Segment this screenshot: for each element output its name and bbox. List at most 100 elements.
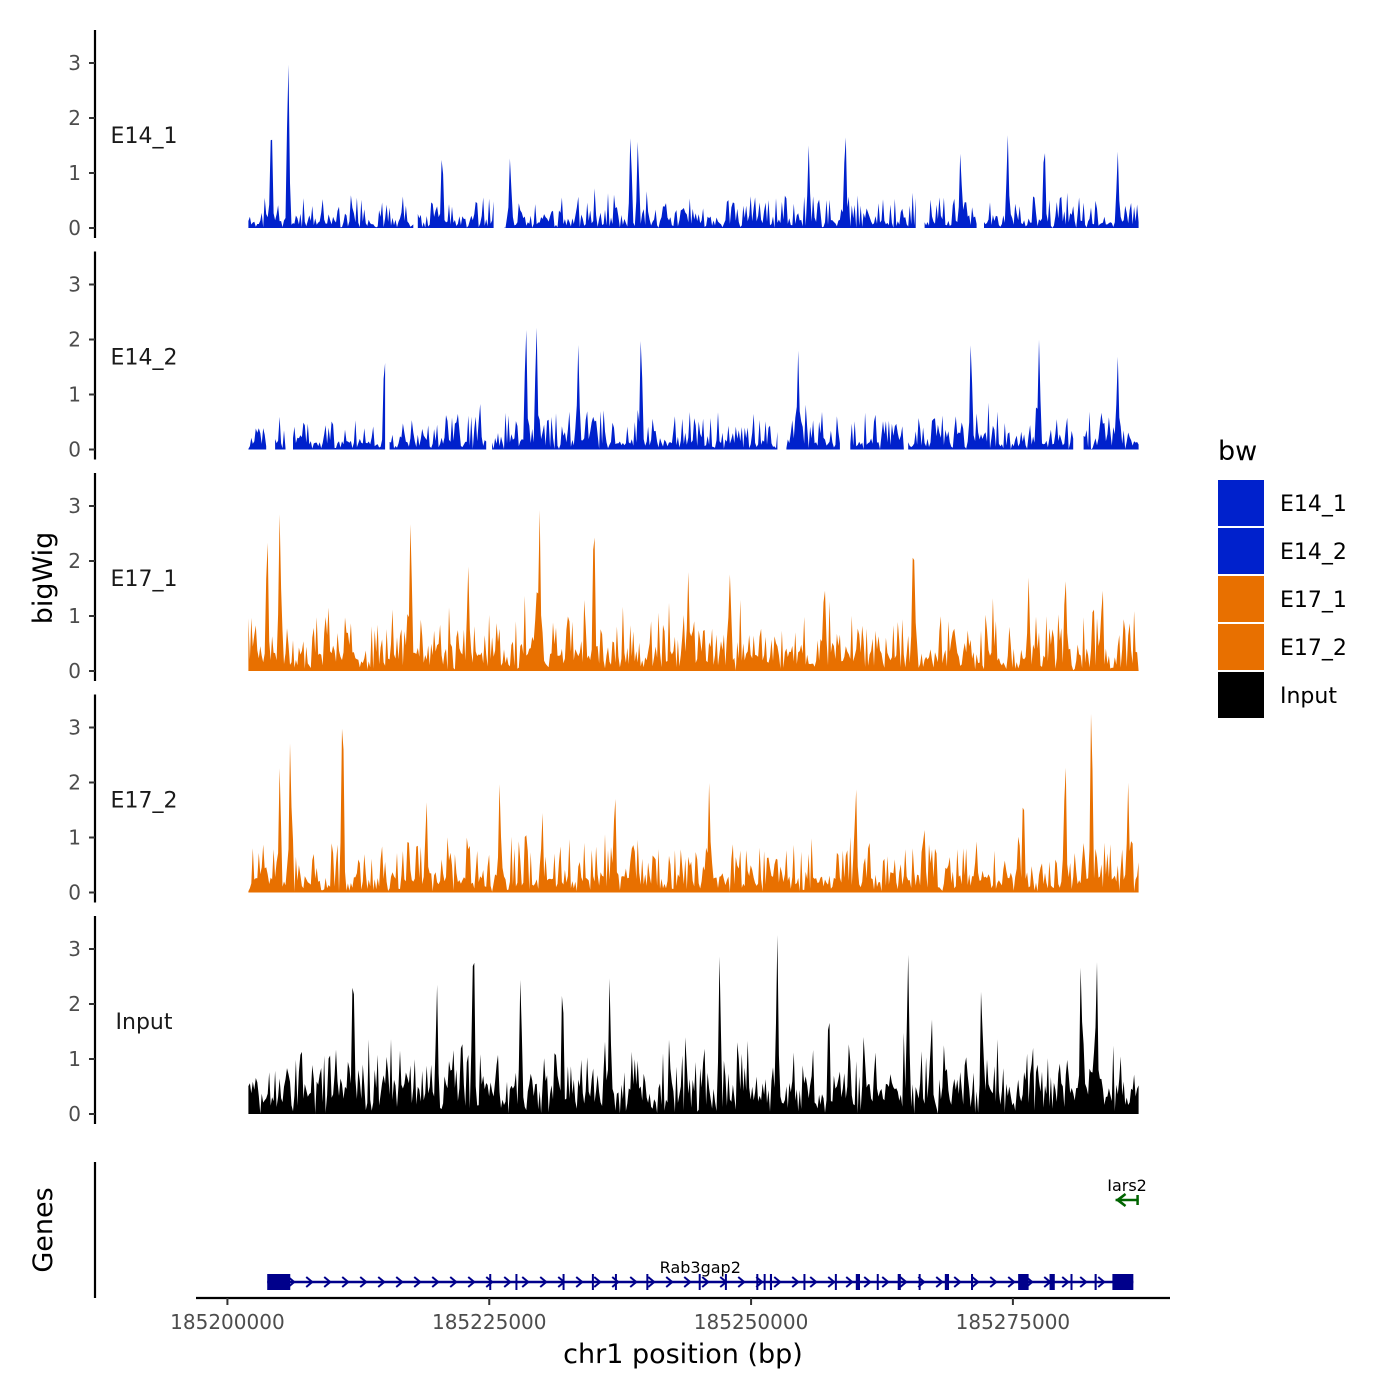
exon [769, 1274, 773, 1290]
strand-chevron [305, 1276, 314, 1288]
strand-chevron [845, 1276, 854, 1288]
strand-chevron [359, 1276, 368, 1288]
gene-Iars2: Iars2 [1107, 1176, 1147, 1207]
y-tick-label: 1 [68, 383, 81, 407]
strand-chevron [341, 1276, 350, 1288]
exon [515, 1274, 518, 1290]
legend-swatch [1218, 576, 1264, 622]
y-tick-label: 2 [68, 106, 81, 130]
exon [1070, 1274, 1073, 1290]
legend-label: Input [1280, 684, 1337, 709]
bigwig-tracks: 0 1 2 3 E14_1 0 1 2 3 E14_2 0 1 2 3 E17_1 0 1 2 3 E17_2 0 1 2 3… [68, 30, 1139, 1126]
strand-chevron [881, 1276, 890, 1288]
legend-item-E17_2: E17_2 [1218, 624, 1347, 670]
strand-chevron [1097, 1276, 1106, 1288]
legend-label: E14_1 [1280, 492, 1347, 517]
strand-chevron [809, 1276, 818, 1288]
x-tick-label: 185275000 [956, 1310, 1071, 1334]
y-tick-label: 2 [68, 771, 81, 795]
legend-label: E17_1 [1280, 588, 1347, 613]
strand-chevron [647, 1276, 656, 1288]
y-tick-label: 1 [68, 826, 81, 850]
y-tick-label: 3 [68, 273, 81, 297]
exon [918, 1274, 921, 1290]
y-tick-label: 0 [68, 1102, 81, 1126]
y-tick-label: 3 [68, 716, 81, 740]
strand-chevron [395, 1276, 404, 1288]
strand-chevron [827, 1276, 836, 1288]
gene-Rab3gap2: Rab3gap2 [267, 1258, 1134, 1290]
legend-item-E17_1: E17_1 [1218, 576, 1347, 622]
y-tick-label: 0 [68, 881, 81, 905]
strand-arrow [1116, 1193, 1139, 1207]
exon [876, 1274, 879, 1290]
strand-chevron [611, 1276, 620, 1288]
exon [614, 1274, 617, 1290]
strand-chevron [521, 1276, 530, 1288]
strand-chevron [1007, 1276, 1016, 1288]
y-tick-label: 1 [68, 1047, 81, 1071]
strand-chevron [593, 1276, 602, 1288]
exon [855, 1274, 860, 1290]
strand-chevron [791, 1276, 800, 1288]
strand-chevron [989, 1276, 998, 1288]
y-tick-label: 3 [68, 937, 81, 961]
strand-chevron [539, 1276, 548, 1288]
signal-area-Input [248, 935, 1139, 1114]
y-tick-label: 2 [68, 328, 81, 352]
legend-item-Input: Input [1218, 672, 1337, 718]
strand-chevron [413, 1276, 422, 1288]
exon [897, 1274, 901, 1290]
strand-chevron [1061, 1276, 1070, 1288]
legend-item-E14_1: E14_1 [1218, 480, 1347, 526]
track-label: E17_2 [111, 789, 178, 814]
y-tick-label: 3 [68, 494, 81, 518]
strand-chevron [935, 1276, 944, 1288]
track-Input: 0 1 2 3 Input [68, 916, 1139, 1126]
legend-swatch [1218, 624, 1264, 670]
legend-title: bw [1218, 436, 1257, 467]
legend-swatch [1218, 480, 1264, 526]
gene-panel-title: Genes [28, 1187, 59, 1272]
strand-chevron [665, 1276, 674, 1288]
strand-chevron [323, 1276, 332, 1288]
y-tick-label: 0 [68, 659, 81, 683]
gene-panel: Genes Rab3gap2 Iars2 185200000 185225000 18… [28, 1162, 1170, 1334]
exon [698, 1274, 701, 1290]
track-E17_2: 0 1 2 3 E17_2 [68, 694, 1139, 905]
exon [562, 1274, 565, 1290]
y-tick-label: 1 [68, 604, 81, 628]
exon [763, 1274, 766, 1290]
y-tick-label: 0 [68, 438, 81, 462]
x-tick-label: 185200000 [170, 1310, 285, 1334]
legend-item-E14_2: E14_2 [1218, 528, 1347, 574]
exon [971, 1274, 974, 1290]
strand-chevron [467, 1276, 476, 1288]
strand-chevron [503, 1276, 512, 1288]
exon [591, 1274, 594, 1290]
x-tick-label: 185225000 [432, 1310, 547, 1334]
strand-chevron [899, 1276, 908, 1288]
strand-chevron [377, 1276, 386, 1288]
gene-label: Rab3gap2 [660, 1258, 741, 1277]
exon [724, 1274, 727, 1290]
exon [756, 1274, 759, 1290]
signal-area-E14_2 [248, 327, 1139, 450]
track-label: E17_1 [111, 567, 178, 592]
y-tick-label: 1 [68, 161, 81, 185]
exon [944, 1274, 950, 1290]
strand-chevron [575, 1276, 584, 1288]
legend-label: E14_2 [1280, 540, 1347, 565]
exon [1018, 1274, 1029, 1290]
strand-chevron [971, 1276, 980, 1288]
strand-chevron [431, 1276, 440, 1288]
strand-chevron [449, 1276, 458, 1288]
track-label: E14_2 [111, 346, 178, 371]
track-label: Input [116, 1010, 173, 1035]
strand-chevron [863, 1276, 872, 1288]
legend-label: E17_2 [1280, 636, 1347, 661]
exon [267, 1274, 291, 1290]
track-E14_2: 0 1 2 3 E14_2 [68, 251, 1139, 462]
signal-area-E17_1 [248, 510, 1139, 671]
exon [1094, 1274, 1097, 1290]
